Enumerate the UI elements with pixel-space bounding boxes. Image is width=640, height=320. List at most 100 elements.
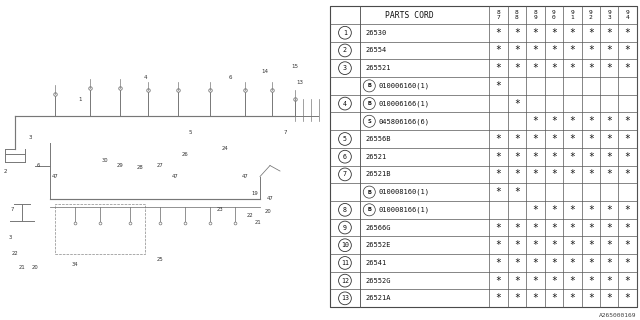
Text: 4: 4 [143,75,147,80]
Text: 7: 7 [343,172,347,177]
Text: *: * [588,152,594,162]
Text: *: * [551,45,557,55]
Text: *: * [495,134,502,144]
Text: *: * [514,63,520,73]
Text: 9
1: 9 1 [570,10,574,20]
Text: B: B [367,101,371,106]
Text: *: * [532,276,538,286]
Text: *: * [570,293,575,303]
Text: 265521: 265521 [365,65,390,71]
Text: 11: 11 [341,260,349,266]
Text: *: * [532,134,538,144]
Text: *: * [551,152,557,162]
Text: *: * [532,205,538,215]
Text: 9
3: 9 3 [607,10,611,20]
Text: 13: 13 [341,295,349,301]
Text: *: * [588,45,594,55]
Text: *: * [625,169,630,180]
Text: 47: 47 [52,174,58,179]
Text: 22: 22 [246,213,253,218]
Text: 010006166(1): 010006166(1) [379,100,430,107]
Text: *: * [495,152,502,162]
Text: *: * [570,152,575,162]
Text: *: * [570,258,575,268]
Text: *: * [514,169,520,180]
Text: 26552E: 26552E [365,242,390,248]
Text: *: * [625,222,630,233]
Text: 26521A: 26521A [365,295,390,301]
Text: *: * [551,169,557,180]
Text: *: * [588,116,594,126]
Text: *: * [514,152,520,162]
Text: *: * [606,63,612,73]
Text: *: * [570,63,575,73]
Text: 5: 5 [188,130,192,135]
Text: *: * [606,293,612,303]
Text: *: * [514,99,520,108]
Text: *: * [606,45,612,55]
Text: 5: 5 [343,136,347,142]
Text: 26: 26 [182,152,188,157]
Text: *: * [495,169,502,180]
Text: 13: 13 [296,80,303,85]
Text: *: * [625,63,630,73]
Text: *: * [625,276,630,286]
Text: *: * [532,258,538,268]
Text: *: * [514,276,520,286]
Text: *: * [606,205,612,215]
Text: 47: 47 [242,174,248,179]
Text: 23: 23 [217,207,223,212]
Text: 7: 7 [284,130,287,135]
Text: *: * [551,258,557,268]
Text: *: * [532,63,538,73]
Text: *: * [625,258,630,268]
Text: 14: 14 [262,69,269,74]
Text: 010006160(1): 010006160(1) [379,83,430,89]
Text: 2: 2 [343,47,347,53]
Text: 3: 3 [343,65,347,71]
Text: *: * [514,134,520,144]
Text: 26552G: 26552G [365,278,390,284]
Text: *: * [606,276,612,286]
Bar [55,204,145,254]
Text: 26556B: 26556B [365,136,390,142]
Text: *: * [551,63,557,73]
Text: 26554: 26554 [365,47,387,53]
Text: *: * [551,240,557,250]
Text: 28: 28 [136,165,143,170]
Text: 26530: 26530 [365,30,387,36]
Text: 47: 47 [267,196,273,201]
Text: 7: 7 [10,207,13,212]
Text: 6: 6 [228,75,232,80]
Text: 9
4: 9 4 [626,10,630,20]
Text: 2: 2 [3,169,7,173]
Text: *: * [588,240,594,250]
Text: 34: 34 [72,262,78,267]
Text: 8
8: 8 8 [515,10,519,20]
Text: *: * [551,28,557,38]
Text: *: * [551,293,557,303]
Text: 4: 4 [343,100,347,107]
Text: *: * [588,28,594,38]
Text: 010008160(1): 010008160(1) [379,189,430,195]
Text: *: * [570,205,575,215]
Text: *: * [532,293,538,303]
Text: *: * [588,205,594,215]
Text: *: * [588,63,594,73]
Text: 26521: 26521 [365,154,387,160]
Text: 010008166(1): 010008166(1) [379,207,430,213]
Text: *: * [495,28,502,38]
Text: *: * [606,169,612,180]
Text: *: * [625,28,630,38]
Text: *: * [495,258,502,268]
Text: *: * [514,28,520,38]
Text: 26521B: 26521B [365,172,390,177]
Text: *: * [495,293,502,303]
Text: *: * [570,240,575,250]
Text: *: * [606,28,612,38]
Text: 15: 15 [291,64,298,69]
Text: 1: 1 [78,97,82,102]
Text: *: * [495,276,502,286]
Text: *: * [514,45,520,55]
Text: 22: 22 [12,251,19,256]
